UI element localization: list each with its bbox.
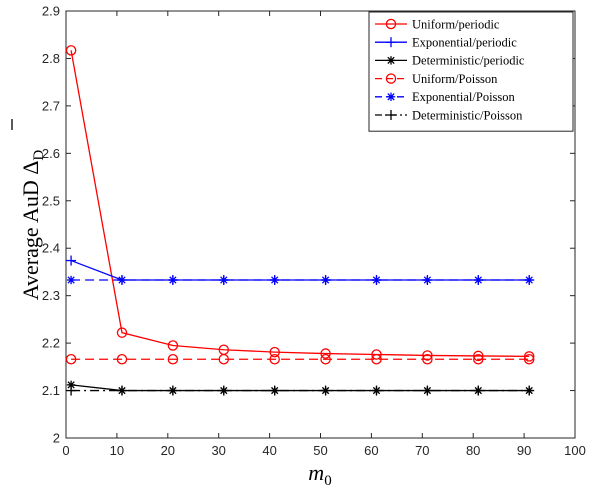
- x-tick-label: 100: [564, 443, 586, 458]
- y-tick-label: 2: [53, 431, 60, 446]
- legend-label: Exponential/Poisson: [412, 90, 516, 104]
- series-1: [65, 45, 535, 362]
- x-axis-title-main: m: [308, 460, 324, 485]
- y-tick-label: 2.1: [42, 383, 60, 398]
- legend-entry: Exponential/periodic: [375, 36, 517, 50]
- legend-entry: Deterministic/periodic: [375, 54, 525, 68]
- data-point: [473, 350, 484, 362]
- data-point: [66, 275, 76, 285]
- x-tick-label: 40: [262, 443, 276, 458]
- y-axis-title-sub: D: [31, 150, 47, 161]
- data-point: [65, 45, 77, 56]
- series-6: [66, 385, 535, 396]
- series-4: [65, 353, 535, 365]
- x-axis-title-sub: 0: [324, 473, 332, 489]
- data-point: [473, 385, 484, 396]
- y-tick-label: 2.8: [42, 51, 60, 66]
- y-tick-label: 2.7: [42, 98, 60, 113]
- data-point: [116, 327, 128, 338]
- legend: Uniform/periodic Exponential/periodic Dete…: [368, 11, 574, 132]
- data-point: [422, 385, 433, 396]
- data-point: [422, 353, 433, 365]
- data-point: [523, 351, 535, 362]
- x-tick-label: 50: [313, 443, 327, 458]
- data-point: [321, 275, 330, 285]
- series-line: [70, 50, 530, 358]
- data-point: [422, 350, 433, 361]
- data-point: [524, 275, 534, 285]
- legend-label: Deterministic/Poisson: [412, 108, 523, 122]
- data-point: [66, 255, 77, 266]
- legend-entry: Uniform/periodic: [375, 17, 500, 31]
- legend-box: [368, 11, 574, 132]
- legend-label: Uniform/periodic: [412, 17, 500, 31]
- legend-swatch-marker: [386, 110, 396, 120]
- data-point: [167, 353, 179, 365]
- data-point: [320, 353, 331, 365]
- data-point: [524, 385, 535, 396]
- legend-label: Deterministic/periodic: [412, 54, 525, 68]
- data-point: [269, 385, 280, 396]
- data-point: [371, 349, 382, 360]
- legend-swatch-marker: [385, 18, 397, 30]
- y-axis-title-main: Average AuD Δ: [18, 161, 43, 301]
- data-point: [270, 275, 279, 285]
- y-axis-title: Average AuD ΔD: [18, 150, 47, 301]
- data-point: [269, 346, 280, 358]
- data-point: [320, 348, 331, 359]
- y-tick-label: 2.3: [42, 288, 60, 303]
- legend-swatch-marker: [385, 73, 397, 84]
- data-point: [168, 275, 178, 285]
- x-tick-label: 20: [161, 443, 175, 458]
- data-point: [371, 385, 382, 396]
- y-tick-label: 2.5: [42, 193, 60, 208]
- x-tick-label: 0: [62, 443, 69, 458]
- data-point: [219, 275, 228, 285]
- data-point: [116, 353, 128, 365]
- legend-swatch-marker: [386, 56, 396, 65]
- y-tick-label: 2.2: [42, 336, 60, 351]
- data-point: [116, 385, 127, 396]
- data-point: [473, 353, 484, 365]
- data-point: [320, 385, 331, 396]
- x-tick-label: 70: [415, 443, 429, 458]
- data-point: [474, 275, 483, 285]
- legend-label: Exponential/periodic: [412, 36, 517, 50]
- data-point: [423, 275, 432, 285]
- data-point: [371, 353, 382, 365]
- legend-swatch-marker: [386, 92, 396, 101]
- legend-entry: Uniform/Poisson: [375, 72, 498, 86]
- x-tick-label: 80: [466, 443, 480, 458]
- data-point: [167, 340, 179, 351]
- series-layer: [65, 45, 535, 396]
- data-point: [167, 385, 178, 396]
- series-5: [66, 275, 534, 285]
- data-point: [117, 275, 127, 285]
- y-tick-label: 2.4: [42, 241, 60, 256]
- y-tick-label: 2.9: [42, 4, 60, 19]
- x-tick-label: 10: [110, 443, 124, 458]
- data-point: [269, 353, 280, 365]
- x-tick-label: 60: [364, 443, 378, 458]
- x-axis-title: m0: [308, 460, 331, 489]
- data-point: [66, 385, 77, 396]
- axis-ticks: 0 10 20 30 40 50 60 70 80 90 100 2 2.1 2.2 2.3 2.4 2.5 2.…: [42, 4, 586, 459]
- data-point: [65, 353, 77, 365]
- legend-label: Uniform/Poisson: [412, 72, 498, 86]
- data-point: [218, 353, 230, 365]
- data-point: [372, 275, 381, 285]
- legend-entry: Exponential/Poisson: [375, 90, 516, 104]
- legend-entry: Deterministic/Poisson: [375, 108, 523, 122]
- data-point: [218, 385, 229, 396]
- x-tick-label: 30: [211, 443, 225, 458]
- legend-swatch-marker: [386, 37, 396, 48]
- x-tick-label: 90: [517, 443, 531, 458]
- data-point: [523, 353, 535, 365]
- y-tick-label: 2.6: [42, 146, 60, 161]
